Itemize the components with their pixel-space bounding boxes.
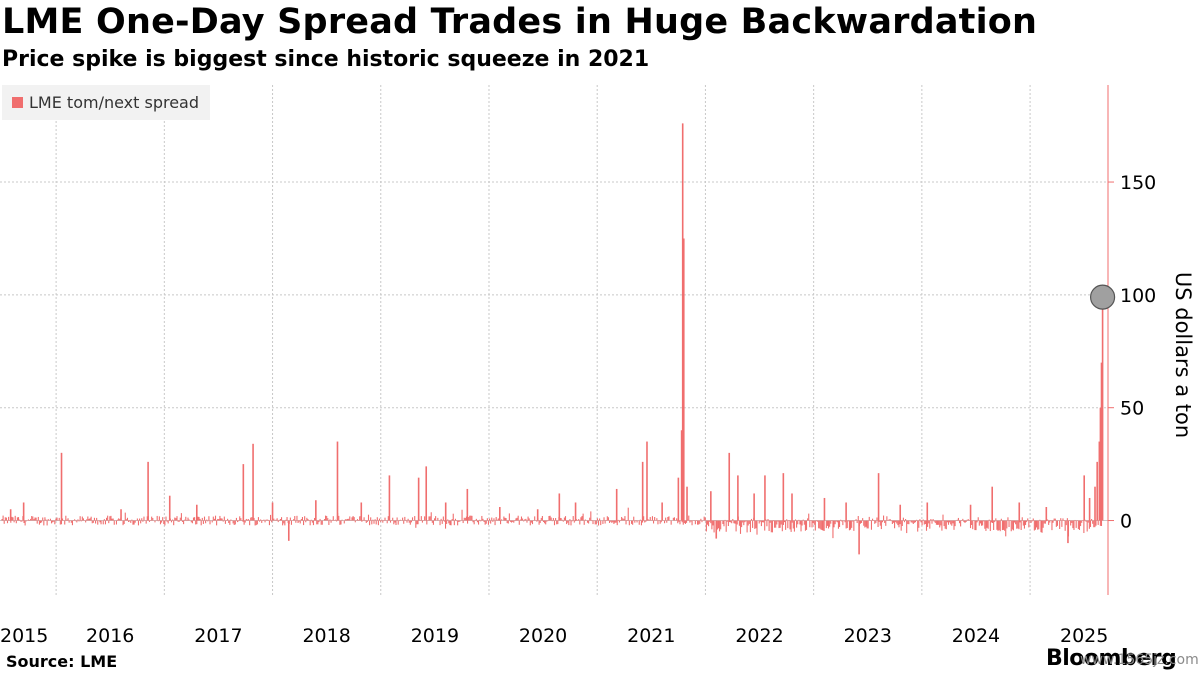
x-tick-label-2016: 2016 bbox=[86, 625, 134, 647]
watermark: www.1565jz.com bbox=[1080, 652, 1199, 668]
legend-label: LME tom/next spread bbox=[29, 93, 200, 112]
x-tick-label-2017: 2017 bbox=[194, 625, 242, 647]
y-axis-label: US dollars a ton bbox=[1171, 272, 1195, 438]
x-tick-label-2024: 2024 bbox=[952, 625, 1000, 647]
x-tick-label-2018: 2018 bbox=[302, 625, 350, 647]
x-tick-label-2019: 2019 bbox=[411, 625, 459, 647]
source-note: Source: LME bbox=[6, 652, 118, 671]
x-tick-label-2015: 2015 bbox=[0, 625, 48, 647]
y-tick-label-0: 0 bbox=[1120, 511, 1132, 533]
y-tick-label-150: 150 bbox=[1120, 172, 1156, 194]
y-tick-label-100: 100 bbox=[1120, 285, 1156, 307]
x-tick-label-2025: 2025 bbox=[1060, 625, 1108, 647]
y-axis bbox=[1107, 85, 1114, 595]
series-spikes bbox=[9, 123, 1104, 555]
x-tick-label-2022: 2022 bbox=[735, 625, 783, 647]
chart-title: LME One-Day Spread Trades in Huge Backwa… bbox=[2, 2, 1038, 42]
legend-swatch bbox=[12, 97, 23, 108]
series-noise bbox=[1, 507, 1103, 539]
legend: LME tom/next spread bbox=[2, 85, 210, 120]
latest-value-marker bbox=[1089, 284, 1116, 310]
tick-labels: 0 50 100 150 2015 2016 2017 2018 2019 2020 2021 202… bbox=[0, 172, 1156, 647]
x-tick-label-2021: 2021 bbox=[627, 625, 675, 647]
markers bbox=[1089, 284, 1116, 310]
x-tick-label-2023: 2023 bbox=[844, 625, 892, 647]
bloomberg-logo: Bloomberg bbox=[1046, 646, 1177, 671]
y-tick-label-50: 50 bbox=[1120, 398, 1144, 420]
x-tick-label-2020: 2020 bbox=[519, 625, 567, 647]
chart-subtitle: Price spike is biggest since historic sq… bbox=[2, 47, 650, 72]
